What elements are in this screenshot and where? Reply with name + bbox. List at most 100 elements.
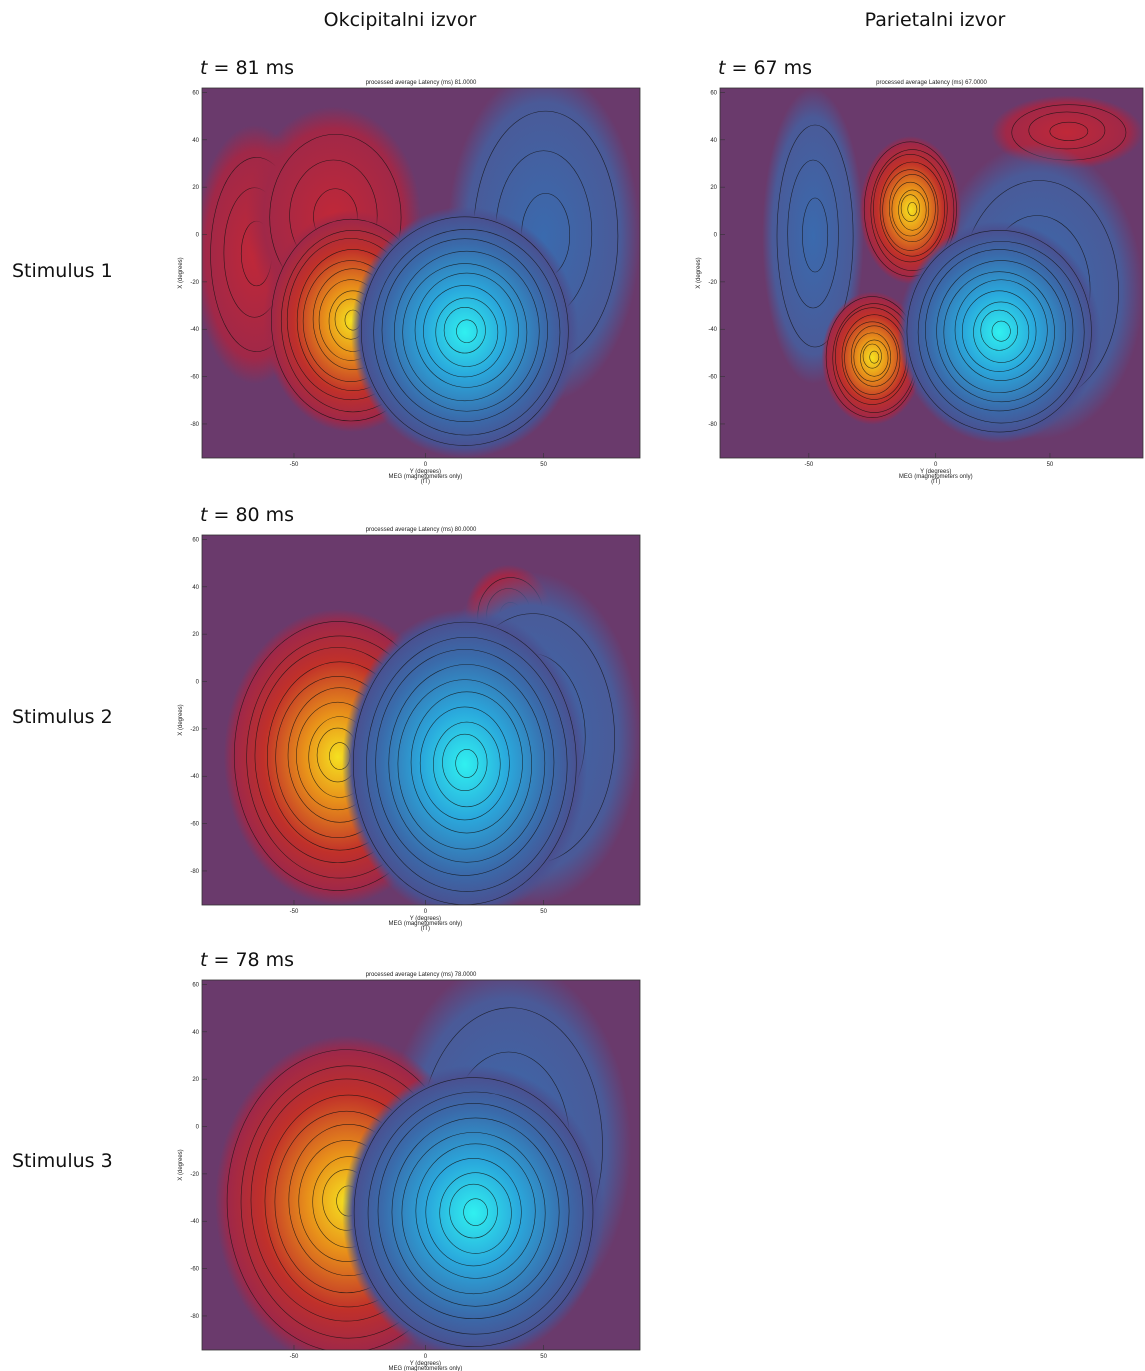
y-tick-label: 40 [192, 138, 199, 144]
contour-line [907, 202, 918, 217]
x-tick-label: 0 [424, 909, 428, 915]
y-tick-label: 0 [196, 680, 200, 686]
contour-line [394, 250, 540, 412]
y-axis-label: X (degrees) [696, 257, 702, 288]
contour-line [439, 1172, 512, 1254]
contour-line [917, 241, 1085, 424]
row-label: Stimulus 1 [12, 260, 113, 282]
y-tick-label: 60 [192, 537, 199, 543]
plot-frame [201, 979, 641, 1351]
contour-line [860, 339, 889, 377]
y-tick-label: -40 [190, 327, 199, 333]
plot-title: processed average Latency (ms) 67.0000 [876, 80, 987, 86]
x-tick-label: 50 [1047, 462, 1054, 468]
contour-line [873, 153, 948, 263]
plot-title: processed average Latency (ms) 81.0000 [366, 80, 477, 86]
y-tick-label: 40 [192, 585, 199, 591]
contour-panel: t = 80 ms processed average Latency (ms) … [178, 504, 641, 932]
contour-line [463, 1198, 488, 1226]
contour-map [202, 980, 640, 1350]
y-tick-label: -80 [708, 422, 717, 428]
contour-line [980, 309, 1018, 351]
y-tick-label: -60 [708, 375, 717, 381]
y-tick-label: 20 [192, 632, 199, 638]
contour-line [367, 1091, 584, 1335]
contour-line [1028, 111, 1106, 150]
plot-title: processed average Latency (ms) 78.0000 [366, 972, 477, 978]
plot-frame [201, 534, 641, 906]
contour-line [360, 216, 569, 446]
contour-line [415, 1143, 536, 1279]
x-axis-label: MEG (magnetometers only) [389, 921, 463, 927]
x-tick-label: 0 [424, 1354, 428, 1360]
x-tick-label: 50 [540, 909, 547, 915]
y-tick-label: -20 [708, 280, 717, 286]
x-axis-label: Y (degrees) [920, 469, 951, 475]
contour-map [720, 88, 1143, 458]
time-label: t = 78 ms [200, 949, 294, 971]
contour-line [423, 285, 507, 378]
contour-line [925, 249, 1074, 412]
contour-line [936, 260, 1067, 403]
y-tick-label: -60 [190, 375, 199, 381]
field-blob [342, 609, 588, 905]
contour-line [787, 159, 839, 309]
contour-line [414, 272, 519, 388]
contour-line [906, 229, 1092, 433]
contour-line [863, 141, 957, 277]
x-axis-label: (fT) [931, 479, 940, 485]
contour-line [973, 301, 1030, 363]
x-axis-label: MEG (magnetometers only) [389, 474, 463, 480]
contour-line [776, 124, 854, 348]
y-tick-label: -60 [190, 1267, 199, 1273]
contour-line [850, 325, 898, 387]
time-label: t = 80 ms [200, 504, 294, 526]
field-blob [350, 206, 579, 458]
y-tick-label: -40 [190, 1219, 199, 1225]
time-value: = 78 ms [207, 949, 294, 971]
y-tick-label: -20 [190, 727, 199, 733]
contour-line [802, 197, 829, 273]
y-tick-label: -20 [190, 1172, 199, 1178]
contour-line [961, 290, 1037, 372]
y-tick-label: -80 [190, 869, 199, 875]
contour-line [900, 194, 920, 222]
y-tick-label: 0 [714, 233, 718, 239]
x-axis-label: Y (degrees) [410, 1361, 441, 1367]
y-tick-label: 40 [710, 138, 717, 144]
contour-line [891, 181, 930, 237]
contour-line [456, 319, 478, 343]
contour-line [853, 332, 892, 382]
field-blob [897, 221, 1101, 444]
contour-panel: t = 67 ms processed average Latency (ms) … [696, 57, 1144, 485]
x-axis-label: MEG (magnetometers only) [899, 474, 973, 480]
field-blob [342, 1065, 605, 1350]
time-variable: t [200, 504, 209, 526]
contour-line [401, 1132, 546, 1295]
y-tick-label: -80 [190, 422, 199, 428]
contour-line [954, 279, 1048, 381]
contour-line [377, 1103, 570, 1320]
time-variable: t [200, 949, 209, 971]
contour-map [202, 535, 640, 905]
contour-line [419, 706, 510, 821]
plot-frame [719, 87, 1144, 459]
x-tick-label: 50 [540, 1354, 547, 1360]
y-tick-label: 20 [192, 1077, 199, 1083]
plot-frame [201, 87, 641, 459]
contour-line [435, 297, 499, 367]
contour-line [449, 1183, 498, 1239]
y-axis-label: X (degrees) [178, 704, 184, 735]
y-tick-label: -80 [190, 1314, 199, 1320]
contour-line [425, 1157, 522, 1267]
y-tick-label: 60 [192, 982, 199, 988]
x-tick-label: -50 [290, 462, 299, 468]
contour-line [402, 263, 528, 402]
row-label: Stimulus 2 [12, 706, 113, 728]
contour-line [455, 748, 479, 778]
contour-panel: t = 81 ms processed average Latency (ms) … [178, 57, 641, 485]
y-tick-label: -20 [190, 280, 199, 286]
y-tick-label: -40 [190, 774, 199, 780]
x-tick-label: -50 [290, 1354, 299, 1360]
y-tick-label: 60 [710, 90, 717, 96]
